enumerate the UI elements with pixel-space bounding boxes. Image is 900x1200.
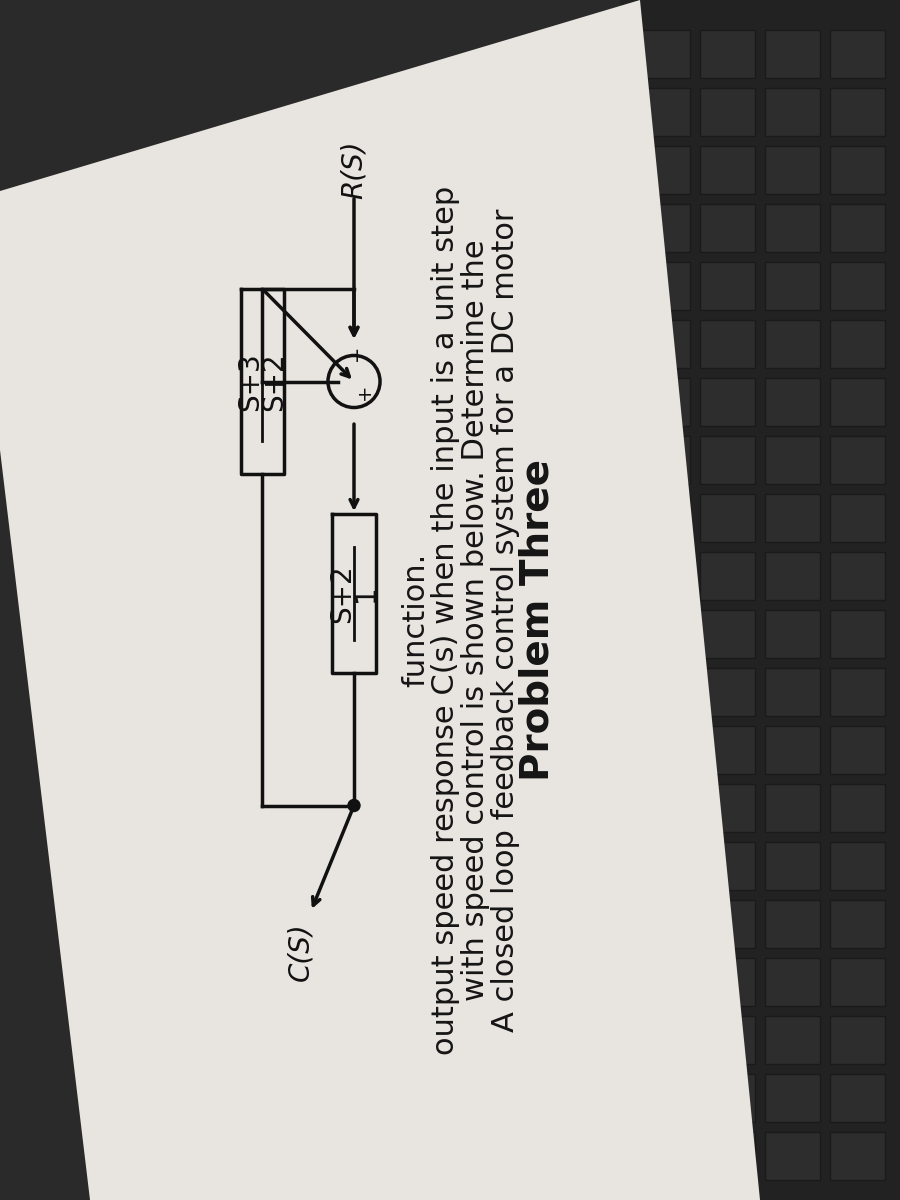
Bar xyxy=(635,552,690,600)
Bar xyxy=(765,320,820,368)
Bar xyxy=(635,610,690,658)
Bar xyxy=(635,146,690,194)
Bar xyxy=(700,320,755,368)
Bar xyxy=(830,668,885,716)
Bar xyxy=(830,494,885,542)
Text: −: − xyxy=(347,344,366,360)
Text: function.: function. xyxy=(401,553,430,688)
Text: C(S): C(S) xyxy=(286,922,314,980)
Text: with speed control is shown below. Determine the: with speed control is shown below. Deter… xyxy=(461,239,490,1001)
Bar xyxy=(700,726,755,774)
Bar xyxy=(635,436,690,484)
Bar xyxy=(700,30,755,78)
Bar xyxy=(830,436,885,484)
Bar xyxy=(700,1016,755,1064)
Bar xyxy=(700,494,755,542)
Bar xyxy=(635,30,690,78)
Bar xyxy=(830,204,885,252)
Text: A closed loop feedback control system for a DC motor: A closed loop feedback control system fo… xyxy=(491,209,519,1032)
Bar xyxy=(830,1132,885,1180)
Bar xyxy=(765,146,820,194)
Bar xyxy=(635,900,690,948)
Bar xyxy=(765,668,820,716)
Bar xyxy=(765,1132,820,1180)
Bar xyxy=(700,842,755,890)
Bar xyxy=(765,262,820,310)
Bar xyxy=(830,610,885,658)
Bar xyxy=(765,900,820,948)
Bar xyxy=(830,842,885,890)
Bar xyxy=(765,494,820,542)
Bar xyxy=(765,1074,820,1122)
Bar xyxy=(700,378,755,426)
Bar xyxy=(830,378,885,426)
Bar xyxy=(830,320,885,368)
Bar xyxy=(830,88,885,136)
Bar xyxy=(830,1074,885,1122)
Bar xyxy=(700,436,755,484)
Bar xyxy=(765,88,820,136)
Bar xyxy=(635,1074,690,1122)
Bar xyxy=(635,726,690,774)
Bar xyxy=(765,436,820,484)
Text: output speed response C(s) when the input is a unit step: output speed response C(s) when the inpu… xyxy=(431,185,460,1055)
Bar xyxy=(765,784,820,832)
Circle shape xyxy=(348,799,360,811)
Bar xyxy=(635,784,690,832)
Bar xyxy=(830,262,885,310)
Bar xyxy=(700,668,755,716)
Bar xyxy=(700,204,755,252)
Bar xyxy=(765,958,820,1006)
Bar xyxy=(830,30,885,78)
Bar xyxy=(830,726,885,774)
Text: S+2: S+2 xyxy=(260,352,288,410)
Bar xyxy=(700,88,755,136)
Text: Problem Three: Problem Three xyxy=(518,458,556,781)
Bar xyxy=(830,552,885,600)
Polygon shape xyxy=(0,0,760,1200)
Bar xyxy=(635,378,690,426)
Bar xyxy=(635,1016,690,1064)
Bar xyxy=(765,30,820,78)
Bar xyxy=(765,610,820,658)
Bar xyxy=(700,262,755,310)
Bar xyxy=(765,378,820,426)
Bar xyxy=(635,958,690,1006)
Text: S+3: S+3 xyxy=(237,352,265,410)
Bar xyxy=(635,668,690,716)
Bar xyxy=(765,204,820,252)
Bar xyxy=(635,842,690,890)
Bar xyxy=(765,726,820,774)
Bar xyxy=(765,842,820,890)
Bar xyxy=(700,1074,755,1122)
Bar xyxy=(700,958,755,1006)
Bar xyxy=(700,1132,755,1180)
Text: +: + xyxy=(356,384,374,401)
Bar xyxy=(700,610,755,658)
Bar xyxy=(700,552,755,600)
Text: S+2: S+2 xyxy=(328,564,356,623)
Bar xyxy=(635,494,690,542)
Bar xyxy=(830,958,885,1006)
Bar xyxy=(635,262,690,310)
Bar xyxy=(635,1132,690,1180)
Bar xyxy=(635,88,690,136)
Bar xyxy=(830,900,885,948)
Bar xyxy=(830,784,885,832)
Bar xyxy=(700,784,755,832)
Bar xyxy=(700,900,755,948)
Bar xyxy=(700,146,755,194)
Bar xyxy=(765,1016,820,1064)
Text: R(S): R(S) xyxy=(340,140,368,199)
Bar xyxy=(765,552,820,600)
Bar xyxy=(830,146,885,194)
Bar xyxy=(620,0,900,1200)
Bar xyxy=(830,1016,885,1064)
Bar xyxy=(635,320,690,368)
Bar xyxy=(635,204,690,252)
Text: 1: 1 xyxy=(352,584,380,602)
